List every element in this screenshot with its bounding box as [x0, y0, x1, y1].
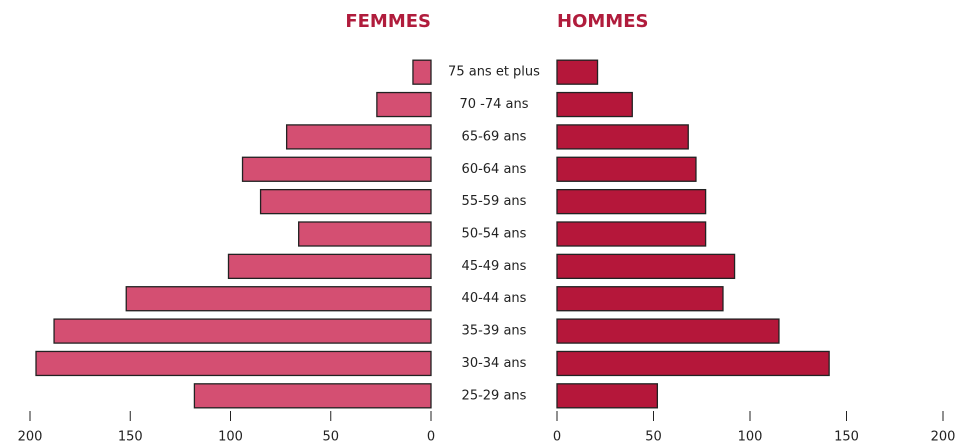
- bar: [259, 188, 432, 215]
- x-tick-label: 150: [834, 430, 859, 445]
- category-label: 25-29 ans: [462, 388, 527, 403]
- series-header: HOMMES: [557, 11, 648, 32]
- category-label: 70 -74 ans: [459, 97, 528, 112]
- bar: [376, 91, 432, 118]
- bar: [285, 124, 432, 150]
- bar: [556, 124, 689, 150]
- category-label: 60-64 ans: [462, 162, 527, 177]
- x-tick-label: 0: [427, 430, 435, 445]
- category-label: 45-49 ans: [462, 259, 527, 274]
- bar: [35, 350, 432, 377]
- bar: [53, 318, 432, 344]
- bar: [412, 59, 432, 85]
- x-tick-label: 50: [322, 430, 339, 445]
- bar: [298, 221, 432, 247]
- bar: [556, 350, 830, 377]
- category-label: 50-54 ans: [462, 227, 527, 242]
- x-tick-label: 200: [18, 430, 43, 445]
- x-tick-label: 50: [645, 430, 662, 445]
- bar: [556, 91, 633, 118]
- bar: [556, 156, 697, 182]
- category-label: 35-39 ans: [462, 324, 527, 339]
- category-label: 55-59 ans: [462, 194, 527, 209]
- bar: [556, 383, 659, 409]
- x-tick-label: 0: [553, 430, 561, 445]
- category-label: 75 ans et plus: [448, 65, 540, 80]
- category-label: 40-44 ans: [462, 291, 527, 306]
- bar: [556, 188, 707, 215]
- x-tick-label: 150: [118, 430, 143, 445]
- x-tick-label: 100: [738, 430, 763, 445]
- bar: [556, 253, 736, 280]
- bar: [193, 383, 432, 409]
- bar: [556, 286, 724, 312]
- bar: [227, 253, 432, 280]
- bar: [556, 221, 707, 247]
- bar: [241, 156, 432, 182]
- bar: [125, 286, 432, 312]
- category-label: 65-69 ans: [462, 129, 527, 144]
- x-tick-label: 100: [218, 430, 243, 445]
- x-tick-label: 200: [931, 430, 956, 445]
- series-header: FEMMES: [345, 11, 431, 32]
- bar: [556, 59, 599, 85]
- category-label: 30-34 ans: [462, 356, 527, 371]
- bar: [556, 318, 780, 344]
